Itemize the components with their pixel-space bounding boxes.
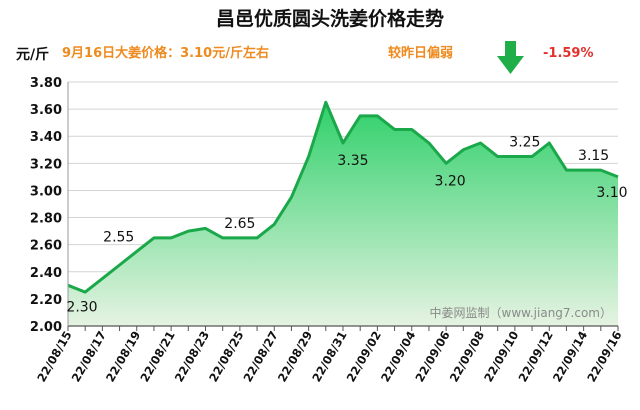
- x-axis-ticks: 22/08/1522/08/1722/08/1922/08/2122/08/23…: [34, 329, 624, 385]
- price-note: 9月16日大姜价格：3.10元/斤左右: [62, 45, 269, 61]
- y-tick-label: 2.20: [30, 293, 62, 308]
- axes: [67, 82, 619, 331]
- y-tick-label: 3.80: [30, 76, 62, 91]
- y-tick-label: 3.40: [30, 130, 62, 145]
- y-axis-unit-label: 元/斤: [16, 46, 49, 63]
- y-tick-label: 2.60: [30, 239, 62, 254]
- data-label: 3.15: [578, 148, 609, 164]
- area-series: [67, 100, 619, 326]
- data-label: 3.10: [596, 185, 627, 201]
- data-label: 2.30: [66, 299, 97, 315]
- chart-title: 昌邑优质圆头洗姜价格走势: [216, 7, 444, 30]
- data-label: 2.55: [103, 229, 134, 245]
- data-label: 3.35: [337, 153, 368, 169]
- y-tick-label: 2.00: [30, 320, 62, 335]
- data-label: 3.20: [435, 173, 466, 189]
- x-tick-label: 22/09/16: [584, 329, 624, 385]
- y-axis-ticks: 2.00 2.20 2.40 2.60 2.80 3.00 3.20 3.40 3.60 3.80: [30, 76, 62, 335]
- area-fill: [68, 102, 618, 326]
- watermark: 中姜网监制（www.jiang7.com）: [430, 305, 612, 320]
- trend-note: 较昨日偏弱: [388, 45, 453, 61]
- down-arrow-icon: [497, 41, 524, 74]
- y-tick-label: 2.80: [30, 212, 62, 227]
- y-tick-label: 2.40: [30, 266, 62, 281]
- change-percent: -1.59%: [543, 46, 594, 61]
- data-label: 2.65: [224, 216, 255, 232]
- y-tick-label: 3.20: [30, 157, 62, 172]
- y-tick-label: 3.00: [30, 184, 62, 199]
- data-labels: 2.30 2.55 2.65 3.35 3.20 3.25 3.15 3.10: [66, 135, 627, 316]
- series-line: [67, 100, 619, 294]
- y-tick-label: 3.60: [30, 103, 62, 118]
- data-label: 3.25: [509, 135, 540, 151]
